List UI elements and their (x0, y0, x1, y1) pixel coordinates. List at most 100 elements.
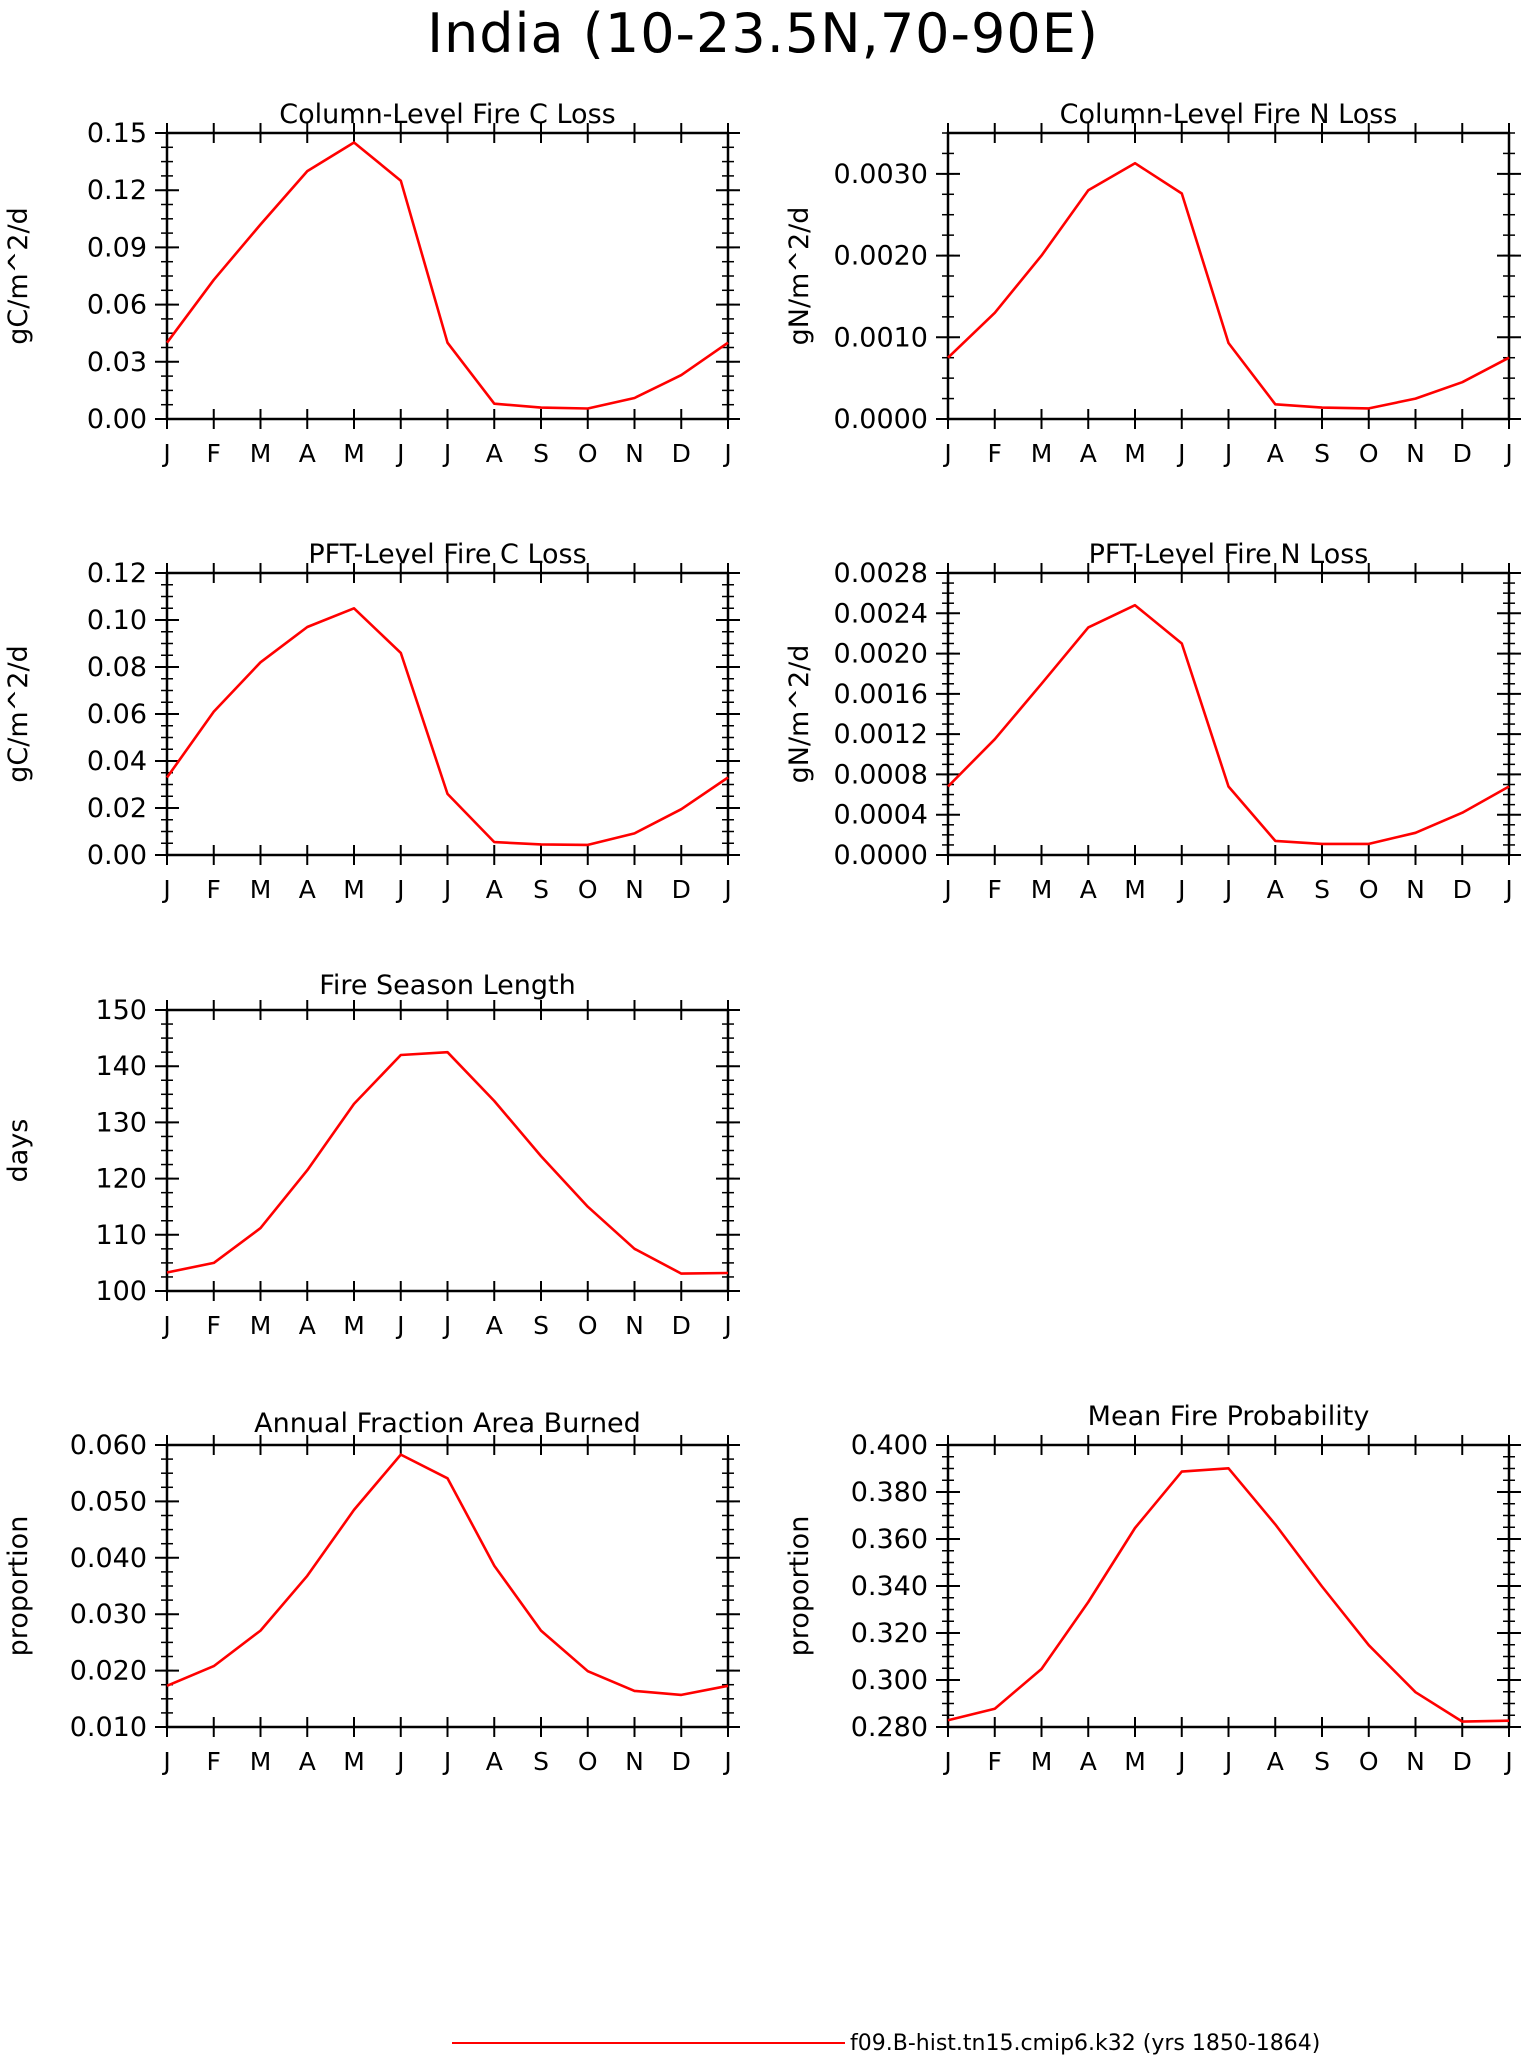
y-axis-label: gN/m^2/d (784, 207, 815, 346)
series-line (166, 1453, 729, 1697)
chart-panel: J F M A M J J A S O N D J0.0100.0200.0300.0400.0500.… (3, 1408, 740, 1776)
page-title: India (10-23.5N,70-90E) (427, 2, 1099, 65)
y-tick-label: 0.0004 (834, 800, 928, 831)
y-tick-label: 0.08 (87, 652, 147, 683)
x-tick-label: S (1314, 439, 1330, 468)
legend-label: f09.B-hist.tn15.cmip6.k32 (yrs 1850-1864… (850, 2031, 1320, 2056)
x-tick-label: O (578, 1747, 598, 1776)
chart-panel: J F M A M J J A S O N D J0.00000.00040.00080.00120.0… (784, 539, 1521, 904)
y-tick-label: 0.0020 (834, 639, 928, 670)
chart-title: Mean Fire Probability (1088, 1401, 1370, 1432)
y-tick-label: 0.380 (851, 1477, 928, 1508)
y-tick-label: 0.0000 (834, 840, 928, 871)
x-tick-label: F (207, 875, 221, 904)
chart-panel: J F M A M J J A S O N D J0.00000.00100.00200.0030Col… (784, 99, 1521, 468)
x-tick-label: J (942, 439, 951, 468)
x-tick-label: A (486, 439, 503, 468)
y-tick-label: 0.050 (70, 1486, 147, 1517)
x-tick-label: J (1223, 1747, 1232, 1776)
x-tick-label: A (299, 439, 316, 468)
x-tick-label: N (625, 1747, 644, 1776)
x-tick-label: S (1314, 1747, 1330, 1776)
legend: f09.B-hist.tn15.cmip6.k32 (yrs 1850-1864… (452, 2031, 1320, 2056)
x-tick-label: J (1503, 439, 1512, 468)
x-tick-label: M (250, 1311, 272, 1340)
x-tick-label: N (1406, 1747, 1425, 1776)
x-tick-label: J (161, 875, 170, 904)
x-tick-label: A (299, 1747, 316, 1776)
chart-title: Fire Season Length (319, 970, 575, 1001)
y-tick-label: 0.04 (87, 746, 147, 777)
plot-frame (946, 571, 1511, 857)
y-tick-label: 0.040 (70, 1543, 147, 1574)
x-tick-label: M (250, 875, 272, 904)
x-tick-label: S (533, 1747, 549, 1776)
x-tick-label: A (486, 1311, 503, 1340)
y-tick-label: 0.300 (851, 1665, 928, 1696)
chart-panel: J F M A M J J A S O N D J0.000.030.060.090.120.15Col… (3, 99, 740, 468)
chart-title: Column-Level Fire N Loss (1060, 99, 1398, 130)
x-tick-label: M (250, 439, 272, 468)
y-axis-label: days (3, 1119, 34, 1183)
series-line (166, 1050, 729, 1275)
y-tick-label: 0.02 (87, 793, 147, 824)
x-tick-label: A (1267, 439, 1284, 468)
x-tick-label: F (988, 875, 1002, 904)
x-tick-label: J (1176, 1747, 1185, 1776)
y-tick-label: 0.09 (87, 232, 147, 263)
x-tick-label: J (722, 1747, 731, 1776)
y-tick-label: 150 (95, 995, 147, 1026)
y-tick-label: 0.360 (851, 1524, 928, 1555)
y-tick-label: 0.0020 (834, 241, 928, 272)
chart-title: Column-Level Fire C Loss (279, 99, 615, 130)
x-tick-label: F (988, 1747, 1002, 1776)
y-tick-label: 0.020 (70, 1656, 147, 1687)
x-tick-label: M (1031, 439, 1053, 468)
x-tick-label: D (672, 1747, 691, 1776)
x-tick-label: J (442, 1311, 451, 1340)
x-tick-label: S (533, 1311, 549, 1340)
y-tick-label: 0.320 (851, 1618, 928, 1649)
chart-title: PFT-Level Fire N Loss (1089, 539, 1369, 570)
x-tick-label: M (1031, 875, 1053, 904)
x-tick-label: A (299, 1311, 316, 1340)
y-tick-label: 0.0012 (834, 719, 928, 750)
x-tick-label: J (1503, 875, 1512, 904)
x-tick-label: A (1080, 439, 1097, 468)
chart-panel: J F M A M J J A S O N D J0.2800.3000.3200.3400.3600.… (784, 1401, 1521, 1776)
series-line (947, 603, 1510, 846)
x-tick-label: J (1223, 875, 1232, 904)
y-tick-label: 0.00 (87, 840, 147, 871)
y-tick-label: 0.12 (87, 175, 147, 206)
x-tick-label: J (722, 1311, 731, 1340)
series-line (165, 606, 729, 847)
y-tick-label: 0.0028 (834, 558, 928, 589)
y-axis-label: proportion (3, 1516, 34, 1657)
x-tick-label: J (942, 1747, 951, 1776)
y-axis-label: gC/m^2/d (3, 645, 34, 782)
x-tick-label: O (578, 1311, 598, 1340)
y-tick-label: 110 (95, 1220, 147, 1251)
plot-frame (165, 131, 730, 421)
x-tick-label: N (625, 439, 644, 468)
x-tick-label: O (578, 875, 598, 904)
x-tick-label: S (1314, 875, 1330, 904)
chart-title: Annual Fraction Area Burned (254, 1408, 641, 1439)
x-tick-label: O (1359, 439, 1379, 468)
x-tick-label: N (625, 875, 644, 904)
x-tick-label: M (343, 1747, 365, 1776)
x-tick-label: J (395, 439, 404, 468)
series-line (165, 141, 729, 410)
x-tick-label: F (207, 1747, 221, 1776)
y-tick-label: 100 (95, 1276, 147, 1307)
chart-title: PFT-Level Fire C Loss (308, 539, 586, 570)
y-axis-label: gC/m^2/d (3, 207, 34, 344)
x-tick-label: S (533, 439, 549, 468)
y-tick-label: 0.060 (70, 1430, 147, 1461)
x-tick-label: M (1124, 439, 1146, 468)
x-tick-label: A (1267, 1747, 1284, 1776)
x-tick-label: O (1359, 875, 1379, 904)
x-tick-label: A (1267, 875, 1284, 904)
y-tick-label: 0.0008 (834, 759, 928, 790)
y-tick-label: 0.06 (87, 290, 147, 321)
